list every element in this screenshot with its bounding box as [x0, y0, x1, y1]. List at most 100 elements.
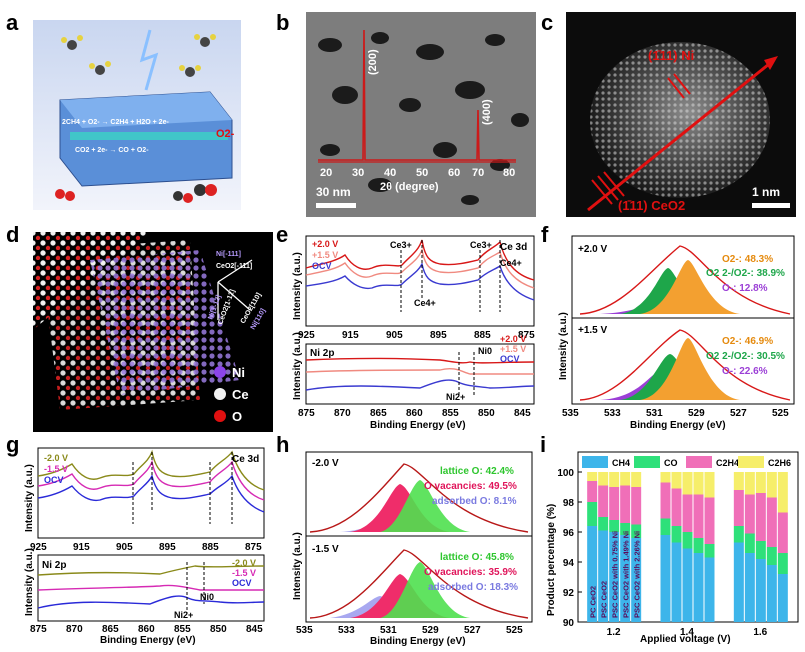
- bar-segment-co: [609, 520, 620, 532]
- bar-segment-c2h4: [660, 482, 671, 519]
- f-tick: 529: [688, 408, 705, 419]
- i-ytick: 98: [563, 498, 575, 509]
- g-ni2-label: Ni2+: [174, 610, 193, 620]
- e-ce4-label: Ce4+: [414, 298, 436, 308]
- f-bottom-val-3: O-: 22.6%: [722, 366, 768, 377]
- h-xlabel: Binding Energy (eV): [370, 636, 466, 647]
- bar-segment-co: [682, 532, 693, 549]
- panel-d: d Ni[-111] CeO2[-111] Ni[1-12] CeO2[1-12…: [6, 222, 273, 432]
- g-legend-1: -2.0 V: [44, 453, 68, 463]
- bar-segment-c2h6: [620, 472, 631, 486]
- e-b-legend-1: +2.0 V: [500, 334, 526, 344]
- i-xtick: 1.4: [680, 627, 694, 638]
- g-top-tick: 885: [202, 542, 219, 553]
- bar-segment-co: [671, 526, 682, 543]
- h-top-peaks: [309, 463, 529, 533]
- i-xtick: 1.6: [753, 627, 767, 638]
- bar-segment-c2h6: [755, 472, 766, 493]
- e-ce3-label-2: Ce3+: [470, 240, 492, 250]
- ceo2-plane-label: (1̄11) CeO2: [618, 198, 685, 213]
- e-ce3-label: Ce3+: [390, 240, 412, 250]
- i-ytick: 94: [563, 558, 575, 569]
- h-top-voltage: -2.0 V: [312, 458, 339, 469]
- h-top-val-3: adsorbed O: 8.1%: [432, 496, 517, 507]
- f-tick: 527: [730, 408, 747, 419]
- atom-legend: Ni Ce O: [214, 365, 249, 424]
- g-legend-2: -1.5 V: [44, 464, 68, 474]
- xrd-pattern: [318, 29, 516, 163]
- eq-top: 2CH4 + O2- → C2H4 + H2O + 2e-: [62, 119, 169, 126]
- bar-segment-ch4: [704, 557, 715, 622]
- f-top-val-1: O2-: 48.3%: [722, 254, 773, 265]
- g-bottom-tick: 855: [174, 624, 191, 635]
- g-b-legend-3: OCV: [232, 578, 252, 588]
- g-bottom-tick: 865: [102, 624, 119, 635]
- i-legend-ch4: CH4: [612, 458, 630, 468]
- bar-segment-ch4: [755, 559, 766, 622]
- h-tick: 527: [464, 625, 481, 636]
- e-bottom-title: Ni 2p: [310, 348, 334, 359]
- i-legend-co: CO: [664, 458, 678, 468]
- scale-bar-c: [752, 203, 790, 208]
- h-bottom-val-1: lattice O: 45.8%: [440, 552, 514, 563]
- g-ylabel-bottom: Intensity (a.u.): [24, 548, 35, 616]
- ion-label: O2-: [216, 128, 235, 140]
- panel-b: b 20 30 40 50 60 70 80 2θ (degree) (200)…: [276, 10, 536, 217]
- bar-segment-c2h4: [682, 494, 693, 532]
- xrd-tick: 20: [320, 167, 332, 179]
- bar-segment-ch4: [587, 526, 598, 622]
- bar-segment-c2h6: [598, 472, 609, 486]
- h-top-val-1: lattice O: 42.4%: [440, 466, 514, 477]
- scale-text-b: 30 nm: [316, 185, 351, 199]
- bar-segment-ch4: [609, 532, 620, 622]
- f-top-val-3: O-: 12.8%: [722, 283, 768, 294]
- i-legend-swatch-co: [634, 456, 660, 468]
- bar-segment-c2h4: [587, 481, 598, 502]
- i-legend-swatch-c2h4: [686, 456, 712, 468]
- bar-segment-c2h4: [631, 487, 642, 525]
- f-top-val-2: O2 2-/O2-: 38.9%: [706, 268, 785, 279]
- h-tick: 529: [422, 625, 439, 636]
- i-ytick: 96: [563, 528, 575, 539]
- panel-f: f +2.0 V O2-: 48.3% O2 2-/O2-: 38.9% O-:…: [541, 222, 795, 431]
- molecules-top: [61, 34, 216, 77]
- xrd-xlabel: 2θ (degree): [380, 181, 439, 193]
- f-bottom-val-1: O2-: 46.9%: [722, 336, 773, 347]
- i-sample-label: PSC CeO2 with 1.49% Ni: [622, 531, 631, 618]
- bar-segment-co: [733, 526, 744, 543]
- i-sample-labels: PC CeO2 PSC CeO2 PSC CeO2 with 0.75% Ni PSC…: [589, 531, 642, 618]
- g-ylabel-top: Intensity (a.u.): [24, 464, 35, 532]
- bar-segment-c2h6: [609, 472, 620, 487]
- arrow-head-icon: [764, 56, 778, 70]
- bar-segment-c2h6: [693, 472, 704, 495]
- xrd-tick: 30: [352, 167, 364, 179]
- bar-segment-co: [693, 538, 704, 553]
- bar-segment-ch4: [744, 553, 755, 622]
- g-bottom-guides: [186, 562, 205, 614]
- e-top-tick: 895: [430, 330, 447, 341]
- bar-segment-co: [587, 502, 598, 526]
- f-top-voltage: +2.0 V: [578, 244, 608, 255]
- g-top-spectra: [37, 449, 265, 513]
- e-top-tick: 915: [342, 330, 359, 341]
- g-bottom-title: Ni 2p: [42, 560, 66, 571]
- i-legend-c2h4: C2H4: [716, 458, 739, 468]
- i-xticks: 1.2 1.4 1.6: [607, 627, 768, 638]
- f-tick: 531: [646, 408, 663, 419]
- bar-segment-ch4: [631, 538, 642, 622]
- g-ni0-label: Ni0: [200, 592, 214, 602]
- e-legend-3: OCV: [312, 261, 332, 271]
- h-bottom-voltage: -1.5 V: [312, 544, 339, 555]
- h-bottom-peaks: [309, 549, 529, 619]
- bar-segment-c2h4: [704, 497, 715, 544]
- g-top-tick: 925: [30, 542, 47, 553]
- bar-segment-ch4: [693, 553, 704, 622]
- i-yticks: 90 92 94 96 98 100: [557, 468, 582, 629]
- bar-segment-ch4: [733, 542, 744, 622]
- g-bottom-tick: 850: [210, 624, 227, 635]
- f-tick: 533: [604, 408, 621, 419]
- bar-segment-c2h6: [766, 472, 777, 498]
- bar-segment-ch4: [766, 565, 777, 622]
- bar-segment-c2h4: [744, 494, 755, 534]
